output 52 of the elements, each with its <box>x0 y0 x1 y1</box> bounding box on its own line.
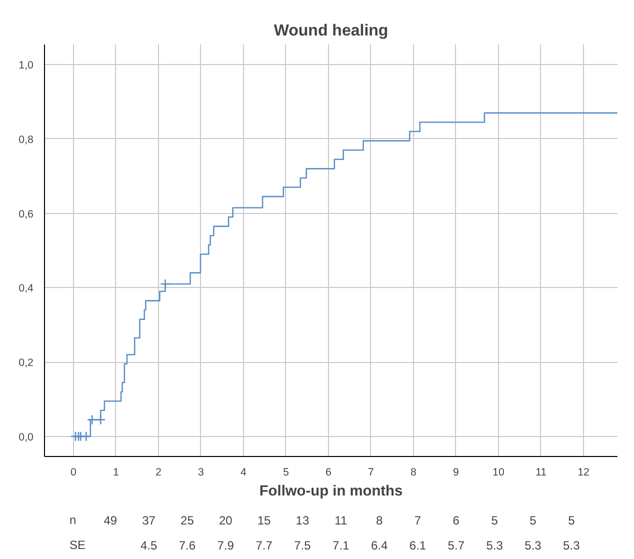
text: 5.3 <box>563 538 580 552</box>
text: 37 <box>142 514 156 528</box>
text: 49 <box>104 514 118 528</box>
text: 6.4 <box>370 538 388 552</box>
text: 13 <box>296 514 310 528</box>
text: SE <box>70 538 86 552</box>
text: 6 <box>452 514 460 528</box>
text: 11 <box>334 514 348 528</box>
x-tick-label: 9 <box>453 466 460 478</box>
y-tick-label: 0,0 <box>18 431 34 444</box>
text: 5 <box>530 514 537 528</box>
text: 5.7 <box>448 538 465 552</box>
y-tick-label: 1,0 <box>18 60 34 72</box>
text: 20 <box>218 514 233 528</box>
text: 7.7 <box>256 538 273 552</box>
text: 4.5 <box>140 538 158 552</box>
text: 8 <box>376 514 383 528</box>
y-tick-label: 0,2 <box>18 357 34 370</box>
point <box>81 431 92 442</box>
chart-title: Wound healing <box>274 22 388 40</box>
x-tick-label: 4 <box>240 466 246 478</box>
text: 15 <box>257 514 272 528</box>
x-axis-title: Follwo-up in months <box>259 484 403 500</box>
text: 25 <box>180 514 194 528</box>
text: 7.9 <box>217 538 234 552</box>
text: 5 <box>491 514 498 528</box>
text: 7 <box>414 514 422 528</box>
x-tick-label: 3 <box>198 466 204 478</box>
text: 5 <box>568 514 576 528</box>
text: 7.6 <box>178 538 196 552</box>
text: 5.3 <box>486 538 504 552</box>
y-tick-label: 0,8 <box>18 134 34 146</box>
point <box>95 414 106 425</box>
x-tick-label: 0 <box>70 466 76 478</box>
y-tick-label: 0,4 <box>18 282 34 295</box>
x-tick-label: 10 <box>492 466 504 478</box>
x-tick-label: 2 <box>155 466 162 478</box>
text: 7.5 <box>294 538 312 552</box>
x-tick-label: 5 <box>282 466 289 478</box>
x-tick-label: 11 <box>535 466 547 478</box>
x-tick-label: 1 <box>112 466 119 478</box>
y-tick-label: 0,6 <box>18 208 34 220</box>
x-tick-label: 6 <box>325 466 332 478</box>
text: n <box>70 513 76 528</box>
text: 5.3 <box>524 538 542 552</box>
x-tick-label: 7 <box>368 466 374 478</box>
text: 7.1 <box>332 538 350 552</box>
text: 6.1 <box>409 538 426 552</box>
x-tick-label: 12 <box>578 466 590 478</box>
point <box>160 278 170 290</box>
point <box>86 414 98 425</box>
x-tick-label: 8 <box>410 466 416 478</box>
